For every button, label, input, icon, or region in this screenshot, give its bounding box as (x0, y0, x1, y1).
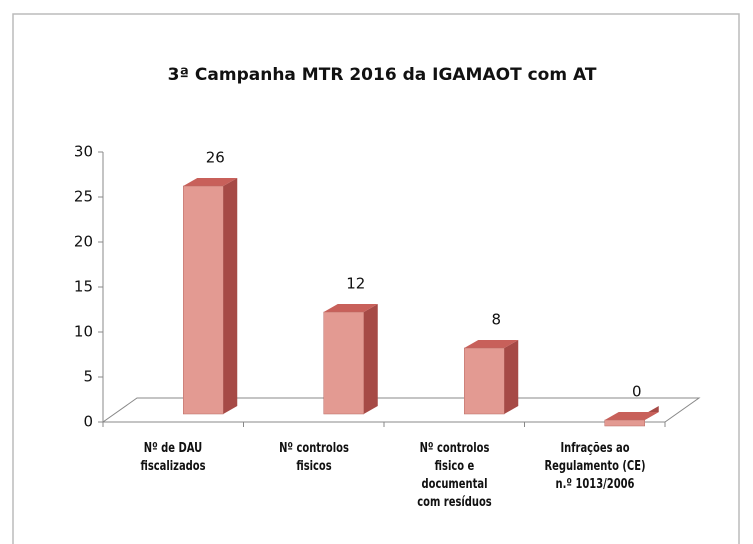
bar (323, 311, 364, 415)
value-label: 8 (491, 311, 501, 329)
bar-side (223, 178, 238, 414)
chart-frame (12, 13, 740, 544)
bar-side (363, 304, 378, 414)
chart-title: 3ª Campanha MTR 2016 da IGAMAOT com AT (168, 65, 597, 85)
x-tick-label: Nº de DAU fiscalizados (140, 441, 206, 474)
x-tick-label: Nº controlos fisicos (278, 441, 349, 474)
value-label: 0 (632, 383, 642, 401)
x-tick-label: Nº controlos fisico e documental com res… (417, 441, 492, 510)
bar (604, 419, 645, 427)
y-tick-label: 10 (74, 323, 93, 341)
bar-top (183, 178, 238, 186)
y-tick-label: 20 (74, 233, 93, 251)
floor (101, 397, 701, 423)
y-tick-label: 25 (74, 188, 93, 206)
y-tick-label: 30 (74, 143, 93, 161)
bar-side (504, 340, 519, 414)
bar-top (323, 304, 378, 312)
bar-top (604, 412, 659, 420)
bar (183, 185, 224, 415)
bar (464, 347, 505, 415)
bar-top (464, 340, 519, 348)
y-tick-label: 15 (74, 278, 93, 296)
y-tick-label: 0 (83, 413, 93, 431)
value-label: 12 (346, 275, 365, 293)
x-tick-label: Infrações ao Regulamento (CE) n.º 1013/2… (544, 441, 646, 492)
y-tick-label: 5 (83, 368, 93, 386)
value-label: 26 (206, 149, 225, 167)
